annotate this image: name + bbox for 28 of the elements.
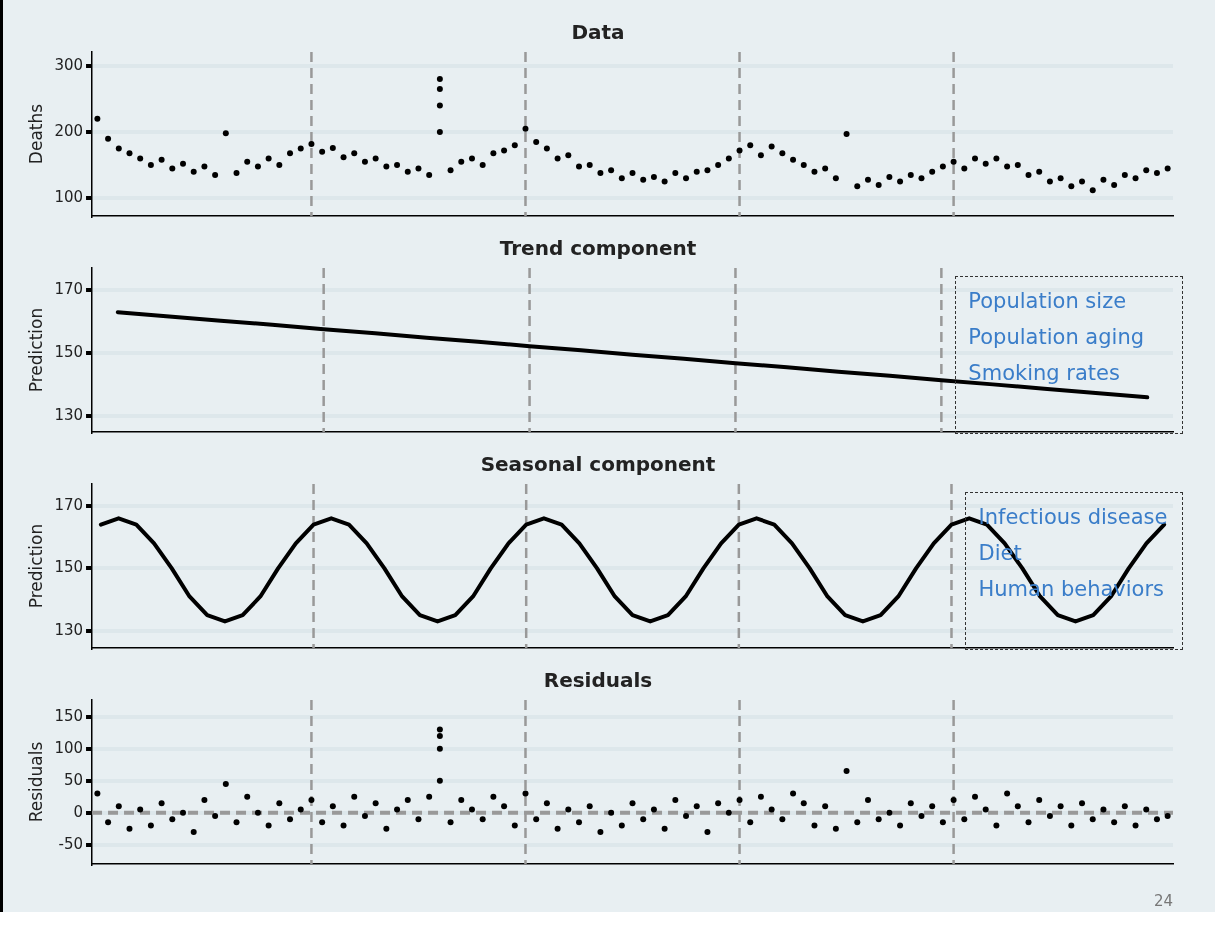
annotation: Smoking rates [968, 360, 1121, 387]
annotation: Population size [968, 288, 1128, 315]
text: 24 [1153, 892, 1173, 910]
y-axis-title: Prediction [25, 523, 46, 609]
y-tick-label: 170 [54, 495, 84, 514]
y-tick-label: 150 [54, 558, 84, 577]
y-tick-label: 0 [73, 802, 84, 821]
chart-title: Residuals [543, 668, 653, 693]
y-tick-label: 200 [54, 121, 84, 140]
y-tick-label: 300 [54, 55, 84, 74]
chart-title: Trend component [499, 236, 697, 261]
chart-title: Seasonal component [480, 452, 716, 477]
y-tick-label: 150 [54, 706, 84, 725]
y-axis-title: Deaths [25, 103, 46, 165]
y-tick-label: -50 [58, 834, 84, 853]
y-tick-label: 130 [54, 406, 84, 425]
y-tick-label: 50 [63, 770, 84, 789]
y-axis-title: Prediction [25, 307, 46, 393]
chart-title: Data [571, 20, 625, 45]
text-box: Population size Population aging Smoking rates [955, 276, 1183, 434]
y-tick-label: 100 [54, 738, 84, 757]
y-axis-title: Residuals [25, 741, 46, 823]
annotation: Infectious disease [978, 504, 1169, 531]
y-tick-label: 150 [54, 343, 84, 362]
annotation: Population aging [968, 324, 1146, 351]
y-tick-label: 100 [54, 188, 84, 207]
y-tick-label: 170 [54, 279, 84, 298]
y-tick-label: 130 [54, 620, 84, 639]
